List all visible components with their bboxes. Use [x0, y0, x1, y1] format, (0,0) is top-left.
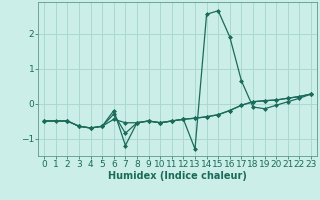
- X-axis label: Humidex (Indice chaleur): Humidex (Indice chaleur): [108, 171, 247, 181]
